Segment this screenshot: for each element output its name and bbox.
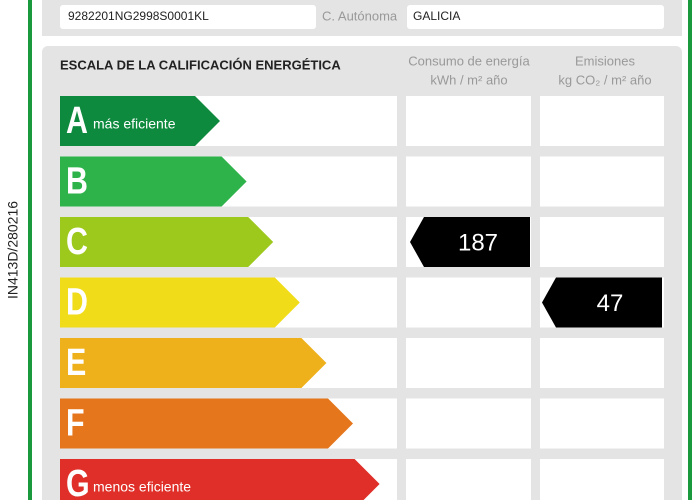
rating-letter: D bbox=[66, 281, 88, 323]
cell bbox=[406, 156, 531, 207]
region: GALICIA bbox=[413, 9, 460, 23]
border-right bbox=[688, 0, 692, 500]
rating-arrow bbox=[60, 398, 353, 449]
rating-arrow bbox=[60, 338, 327, 388]
rating-arrow bbox=[60, 156, 247, 207]
cadastral-ref: 9282201NG2998S0001KL bbox=[68, 9, 209, 23]
cell bbox=[540, 217, 664, 267]
column-header: kWh / m² año bbox=[430, 72, 507, 87]
field bbox=[407, 5, 664, 29]
rating-arrow bbox=[60, 217, 274, 267]
value-badge bbox=[410, 217, 530, 267]
rating-letter: F bbox=[66, 402, 85, 444]
border-left bbox=[28, 0, 32, 500]
cell bbox=[540, 156, 664, 207]
rating-arrow bbox=[60, 277, 300, 328]
cell bbox=[406, 96, 531, 146]
value-text: 47 bbox=[597, 290, 624, 317]
column-header: kg CO₂ / m² año bbox=[558, 72, 651, 87]
cell bbox=[406, 338, 531, 388]
rating-arrow bbox=[60, 96, 220, 146]
scale-title: ESCALA DE LA CALIFICACIÓN ENERGÉTICA bbox=[60, 57, 341, 72]
cell bbox=[540, 338, 664, 388]
rating-letter: G bbox=[66, 463, 90, 500]
cell bbox=[406, 277, 531, 328]
rating-letter: A bbox=[66, 100, 88, 142]
value-text: 187 bbox=[458, 229, 498, 256]
value-badge bbox=[542, 277, 662, 328]
column-header: Consumo de energía bbox=[408, 53, 530, 68]
rating-letter: C bbox=[66, 221, 88, 263]
rating-letter: E bbox=[66, 342, 86, 384]
column-header: Emisiones bbox=[575, 53, 635, 68]
rating-arrow bbox=[60, 459, 380, 500]
cell bbox=[540, 398, 664, 449]
field bbox=[60, 5, 316, 29]
cell bbox=[540, 459, 664, 500]
cell bbox=[406, 459, 531, 500]
cell bbox=[540, 96, 664, 146]
side-code: IN413D/280216 bbox=[5, 201, 21, 299]
cell bbox=[406, 398, 531, 449]
rating-label: menos eficiente bbox=[93, 479, 191, 495]
region-label: C. Autónoma bbox=[322, 8, 398, 23]
rating-letter: B bbox=[66, 160, 88, 202]
rating-label: más eficiente bbox=[93, 116, 176, 132]
